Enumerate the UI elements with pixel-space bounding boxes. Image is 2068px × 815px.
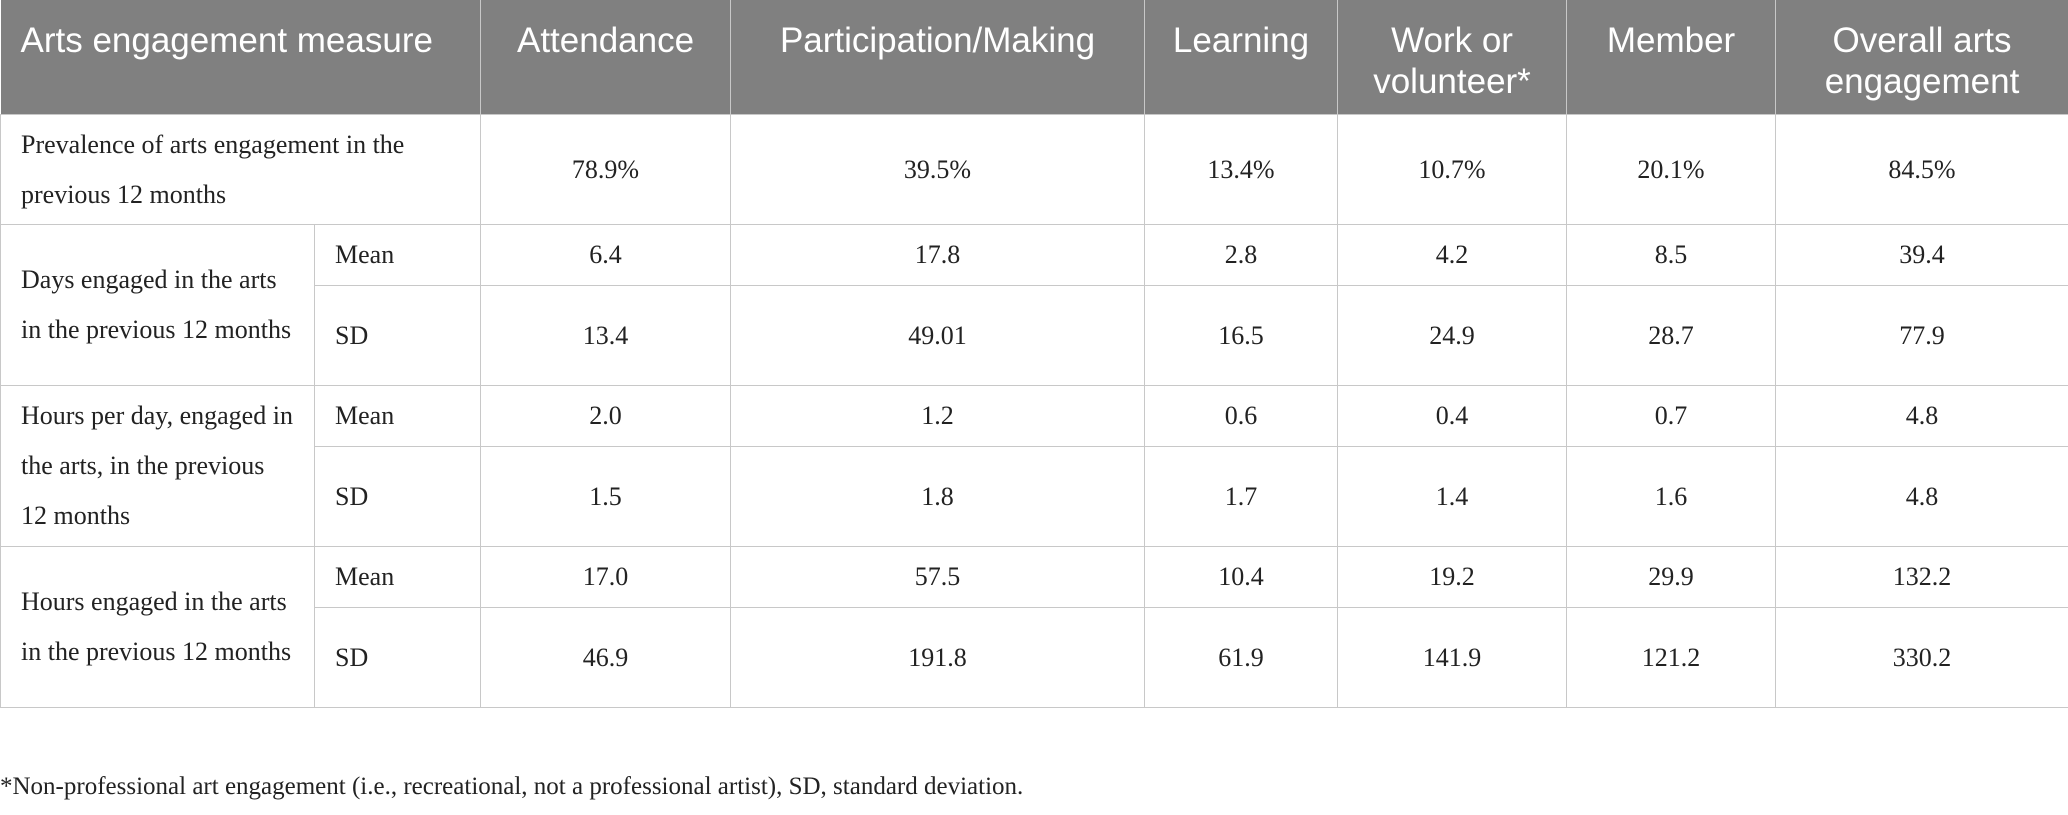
table-cell: 1.7 [1144, 446, 1339, 547]
table-cell: 17.8 [730, 224, 1146, 286]
table-cell: 10.7% [1337, 114, 1568, 225]
table-row-hours-total-mean: Hours engaged in the arts in the previou… [0, 546, 2068, 708]
table-cell: 39.5% [730, 114, 1146, 225]
table-cell: 4.2 [1337, 224, 1568, 286]
table-row-hours-day-mean: Hours per day, engaged in the arts, in t… [0, 385, 2068, 547]
table-cell: 17.0 [480, 546, 732, 608]
table-cell: 121.2 [1566, 607, 1777, 708]
table-cell: 141.9 [1337, 607, 1568, 708]
table-cell: 0.7 [1566, 385, 1777, 447]
header-overall: Overall arts engagement [1775, 0, 2068, 115]
table-cell: 0.4 [1337, 385, 1568, 447]
header-learning: Learning [1144, 0, 1339, 115]
table-cell: 330.2 [1775, 607, 2068, 708]
table-cell: 24.9 [1337, 285, 1568, 386]
stat-label: Mean [313, 385, 482, 447]
table-cell: 1.8 [730, 446, 1146, 547]
header-work-volunteer: Work or volunteer* [1337, 0, 1568, 115]
table-cell: 39.4 [1775, 224, 2068, 286]
table-cell: 0.6 [1144, 385, 1339, 447]
header-row: Arts engagement measure Attendance Parti… [0, 0, 2068, 115]
stat-label: SD [313, 607, 482, 708]
table-row-hours-total-sd: SD 46.9 191.8 61.9 141.9 121.2 330.2 [1, 607, 2068, 708]
table-cell: 77.9 [1775, 285, 2068, 386]
table-cell: 2.8 [1144, 224, 1339, 286]
row-label-days: Days engaged in the arts in the previous… [0, 224, 315, 386]
header-measure: Arts engagement measure [0, 0, 482, 115]
row-label-hours-per-day: Hours per day, engaged in the arts, in t… [0, 385, 315, 547]
stat-label: Mean [313, 546, 482, 608]
table-cell: 46.9 [480, 607, 732, 708]
table-row-days-mean: Days engaged in the arts in the previous… [0, 224, 2068, 386]
table-cell: 1.4 [1337, 446, 1568, 547]
stat-label: Mean [313, 224, 482, 286]
table-cell: 4.8 [1775, 385, 2068, 447]
table-cell: 4.8 [1775, 446, 2068, 547]
table-cell: 8.5 [1566, 224, 1777, 286]
stat-label: SD [313, 446, 482, 547]
table-cell: 132.2 [1775, 546, 2068, 608]
table-cell: 20.1% [1566, 114, 1777, 225]
table-cell: 13.4% [1144, 114, 1339, 225]
stat-label: SD [313, 285, 482, 386]
header-member: Member [1566, 0, 1777, 115]
row-label-prevalence: Prevalence of arts engagement in the pre… [0, 114, 482, 225]
table-cell: 1.5 [480, 446, 732, 547]
table-row-prevalence: Prevalence of arts engagement in the pre… [0, 114, 2068, 225]
table-cell: 1.2 [730, 385, 1146, 447]
table-cell: 10.4 [1144, 546, 1339, 608]
table-cell: 13.4 [480, 285, 732, 386]
row-label-hours-total: Hours engaged in the arts in the previou… [0, 546, 315, 708]
table-cell: 191.8 [730, 607, 1146, 708]
table-cell: 1.6 [1566, 446, 1777, 547]
table-cell: 61.9 [1144, 607, 1339, 708]
table-cell: 57.5 [730, 546, 1146, 608]
table-footnote: *Non-professional art engagement (i.e., … [0, 773, 1024, 800]
header-attendance: Attendance [480, 0, 732, 115]
table-cell: 84.5% [1775, 114, 2068, 225]
table-cell: 6.4 [480, 224, 732, 286]
data-table: Arts engagement measure Attendance Parti… [0, 0, 2068, 708]
table-row-hours-day-sd: SD 1.5 1.8 1.7 1.4 1.6 4.8 [1, 446, 2068, 547]
table-cell: 19.2 [1337, 546, 1568, 608]
table-cell: 78.9% [480, 114, 732, 225]
table-cell: 29.9 [1566, 546, 1777, 608]
table-cell: 2.0 [480, 385, 732, 447]
table-cell: 16.5 [1144, 285, 1339, 386]
header-participation: Participation/Making [730, 0, 1146, 115]
table-cell: 28.7 [1566, 285, 1777, 386]
table-cell: 49.01 [730, 285, 1146, 386]
